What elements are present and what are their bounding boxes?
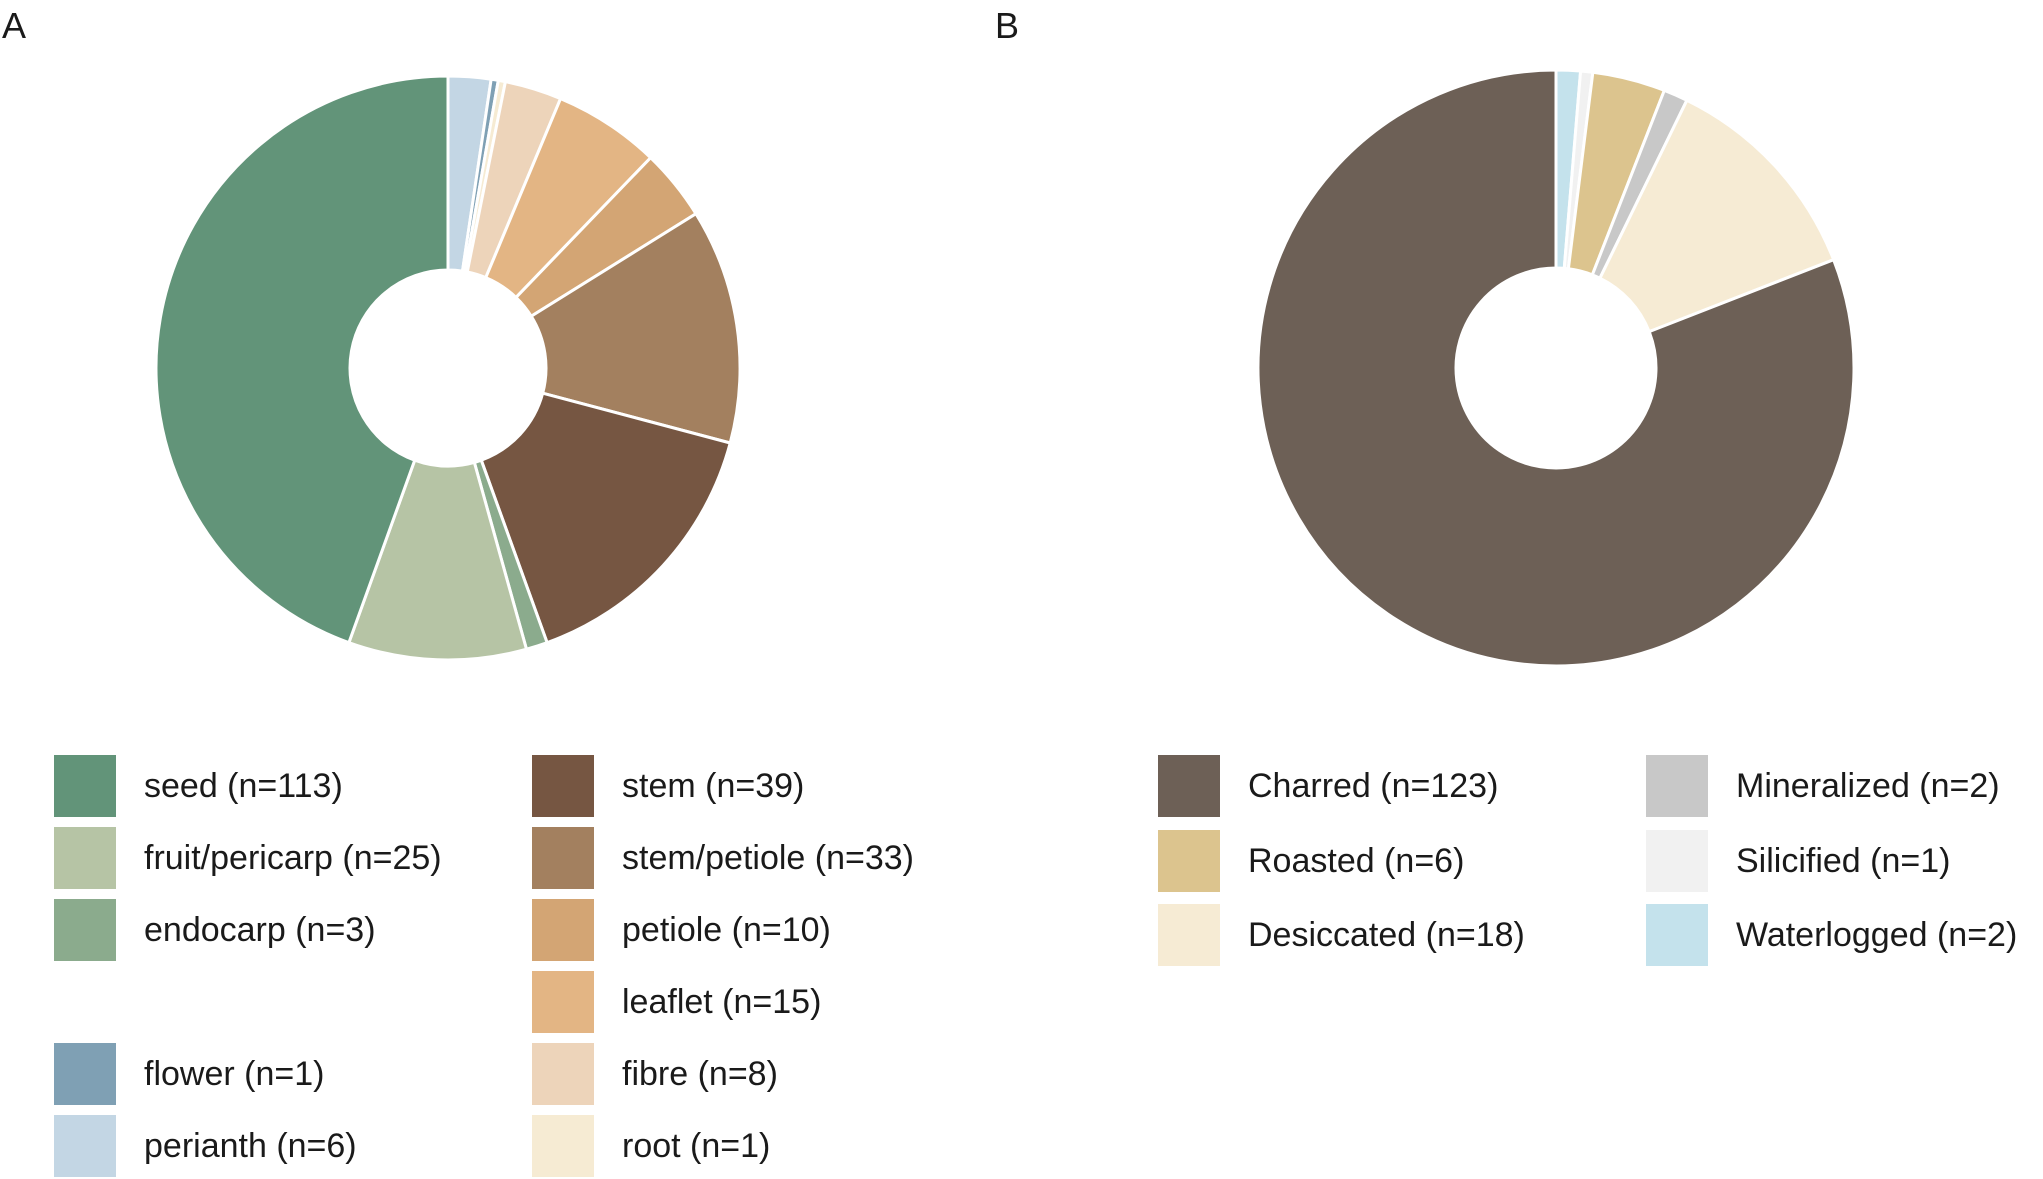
legend-label: Roasted (n=6) <box>1248 842 1465 880</box>
legend-swatch <box>532 899 594 961</box>
legend-swatch <box>54 755 116 817</box>
legend-swatch <box>54 1115 116 1177</box>
donut-slice <box>1597 98 1836 334</box>
legend-label: Silicified (n=1) <box>1736 842 1951 880</box>
panel-b-letter: B <box>995 5 1020 46</box>
legend-label: Mineralized (n=2) <box>1736 767 2000 805</box>
legend-label: perianth (n=6) <box>144 1127 357 1165</box>
legend-swatch <box>532 1115 594 1177</box>
panel-a-letter: A <box>2 5 27 46</box>
legend-swatch <box>1158 830 1220 892</box>
legend-label: flower (n=1) <box>144 1055 325 1093</box>
legend-swatch <box>532 827 594 889</box>
legend-swatch <box>1158 904 1220 966</box>
legend-swatch <box>1158 755 1220 817</box>
legend-label: Charred (n=123) <box>1248 767 1499 805</box>
legend-label: endocarp (n=3) <box>144 911 376 949</box>
legend-swatch <box>532 971 594 1033</box>
legend-label: leaflet (n=15) <box>622 983 822 1021</box>
donut-slice <box>479 391 733 645</box>
legend-label: seed (n=113) <box>144 767 343 805</box>
legend-swatch <box>54 827 116 889</box>
legend-label: Desiccated (n=18) <box>1248 916 1525 954</box>
donut-slice <box>529 211 742 445</box>
legend-label: Waterlogged (n=2) <box>1736 916 2018 954</box>
legend-label: petiole (n=10) <box>622 911 831 949</box>
legend-label: fruit/pericarp (n=25) <box>144 839 442 877</box>
legend-swatch <box>532 1043 594 1105</box>
legend-label: stem (n=39) <box>622 767 805 805</box>
legend-label: fibre (n=8) <box>622 1055 778 1093</box>
legend-swatch <box>54 1043 116 1105</box>
legend-swatch <box>1646 830 1708 892</box>
donut-slice <box>1256 68 1856 668</box>
donut-chart-b <box>1256 68 1856 668</box>
legend-swatch <box>1646 904 1708 966</box>
donut-slice <box>154 74 450 645</box>
donut-chart-a <box>154 74 742 662</box>
legend-swatch <box>532 755 594 817</box>
legend-swatch <box>1646 755 1708 817</box>
legend-label: stem/petiole (n=33) <box>622 839 914 877</box>
legend-label: root (n=1) <box>622 1127 771 1165</box>
legend-swatch <box>54 899 116 961</box>
donut-slice <box>346 458 529 662</box>
